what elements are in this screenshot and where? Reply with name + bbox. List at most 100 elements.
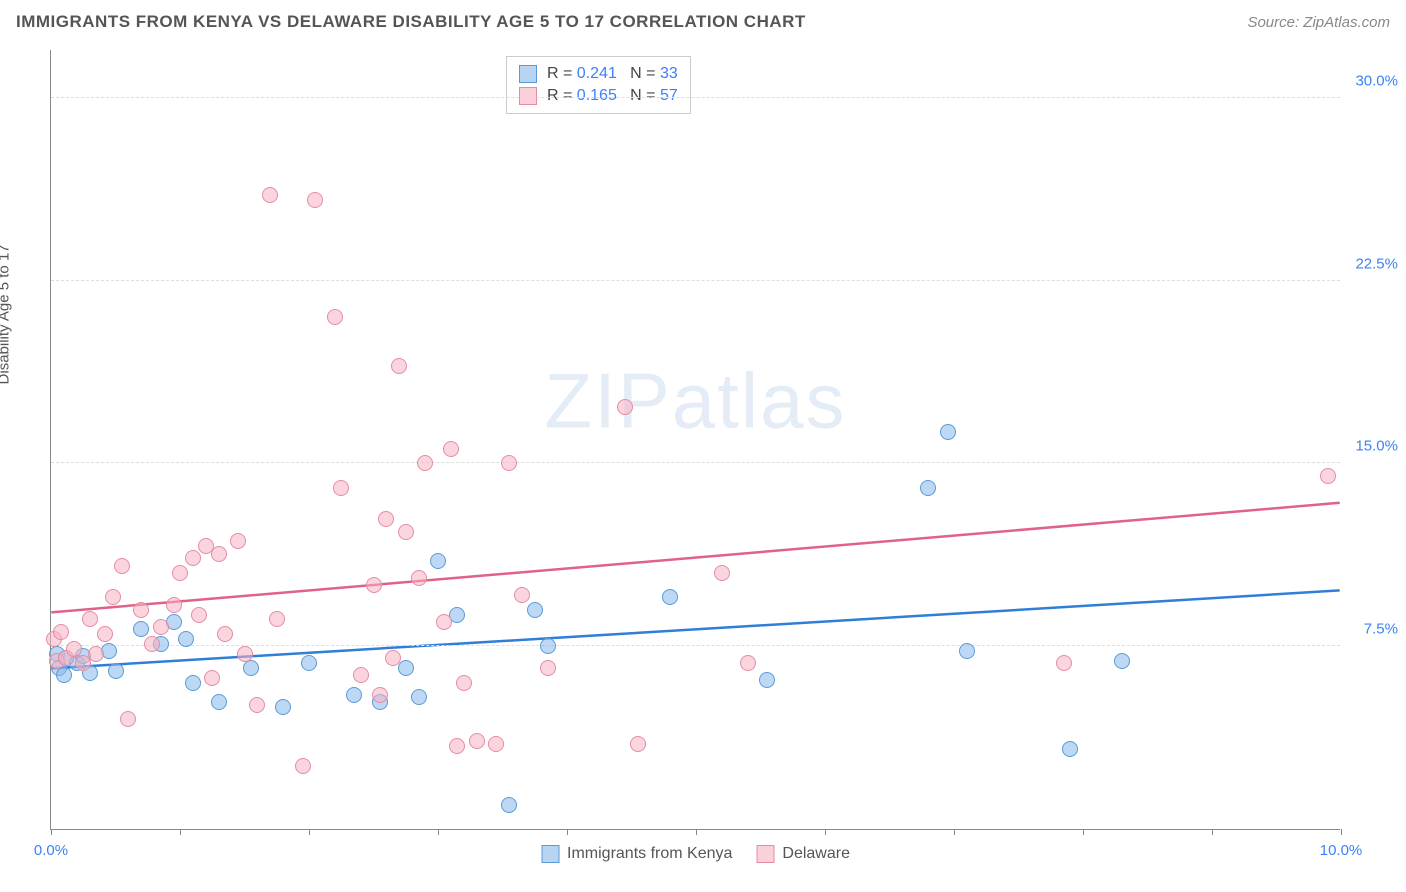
data-point [166, 597, 182, 613]
data-point [501, 797, 517, 813]
data-point [243, 660, 259, 676]
y-axis-label: Disability Age 5 to 17 [0, 244, 13, 384]
xtick-mark [1083, 829, 1084, 835]
data-point [662, 589, 678, 605]
data-point [540, 660, 556, 676]
r-value-kenya: 0.241 [577, 65, 617, 82]
data-point [940, 424, 956, 440]
xtick-mark [180, 829, 181, 835]
data-point [366, 577, 382, 593]
chart-title: IMMIGRANTS FROM KENYA VS DELAWARE DISABI… [16, 12, 806, 32]
data-point [385, 650, 401, 666]
data-point [488, 736, 504, 752]
watermark-thin: atlas [672, 356, 847, 444]
data-point [105, 589, 121, 605]
data-point [391, 358, 407, 374]
n-value-kenya: 33 [660, 65, 678, 82]
legend-stats-row-kenya: R = 0.241 N = 33 [519, 63, 678, 85]
data-point [333, 480, 349, 496]
watermark-bold: ZIP [544, 356, 671, 444]
data-point [88, 646, 104, 662]
data-point [82, 611, 98, 627]
data-point [430, 553, 446, 569]
data-point [230, 533, 246, 549]
plot-area: ZIPatlas R = 0.241 N = 33 R = 0.165 N = … [50, 50, 1340, 830]
legend-label-kenya: Immigrants from Kenya [567, 845, 732, 863]
xtick-mark [1341, 829, 1342, 835]
watermark: ZIPatlas [544, 355, 846, 446]
data-point [959, 643, 975, 659]
data-point [346, 687, 362, 703]
legend-stats: R = 0.241 N = 33 R = 0.165 N = 57 [506, 56, 691, 114]
data-point [249, 697, 265, 713]
source-label: Source: ZipAtlas.com [1247, 14, 1390, 31]
xtick-mark [567, 829, 568, 835]
data-point [617, 399, 633, 415]
data-point [411, 570, 427, 586]
legend-series: Immigrants from Kenya Delaware [541, 845, 850, 863]
xtick-label: 10.0% [1320, 842, 1363, 859]
xtick-mark [1212, 829, 1213, 835]
legend-item-delaware: Delaware [756, 845, 850, 863]
data-point [327, 309, 343, 325]
r-value-delaware: 0.165 [577, 87, 617, 104]
xtick-mark [825, 829, 826, 835]
stat-label: R = 0.241 N = 33 [547, 65, 678, 83]
data-point [456, 675, 472, 691]
chart-header: IMMIGRANTS FROM KENYA VS DELAWARE DISABI… [16, 12, 1390, 32]
data-point [56, 667, 72, 683]
data-point [262, 187, 278, 203]
data-point [53, 624, 69, 640]
data-point [269, 611, 285, 627]
data-point [1114, 653, 1130, 669]
data-point [191, 607, 207, 623]
data-point [353, 667, 369, 683]
trend-line [51, 503, 1339, 613]
data-point [185, 550, 201, 566]
swatch-blue [519, 65, 537, 83]
data-point [449, 738, 465, 754]
data-point [144, 636, 160, 652]
data-point [66, 641, 82, 657]
data-point [108, 663, 124, 679]
data-point [133, 621, 149, 637]
data-point [153, 619, 169, 635]
ytick-label: 22.5% [1355, 255, 1398, 272]
ytick-label: 30.0% [1355, 72, 1398, 89]
data-point [1320, 468, 1336, 484]
data-point [527, 602, 543, 618]
data-point [501, 455, 517, 471]
data-point [185, 675, 201, 691]
data-point [1056, 655, 1072, 671]
data-point [378, 511, 394, 527]
data-point [411, 689, 427, 705]
data-point [275, 699, 291, 715]
data-point [714, 565, 730, 581]
data-point [630, 736, 646, 752]
data-point [436, 614, 452, 630]
data-point [217, 626, 233, 642]
data-point [178, 631, 194, 647]
data-point [211, 694, 227, 710]
gridline [51, 462, 1340, 463]
data-point [120, 711, 136, 727]
ytick-label: 7.5% [1364, 621, 1398, 638]
data-point [417, 455, 433, 471]
data-point [295, 758, 311, 774]
data-point [398, 524, 414, 540]
xtick-label: 0.0% [34, 842, 68, 859]
data-point [172, 565, 188, 581]
data-point [540, 638, 556, 654]
data-point [469, 733, 485, 749]
xtick-mark [954, 829, 955, 835]
data-point [211, 546, 227, 562]
data-point [759, 672, 775, 688]
swatch-blue-icon [541, 845, 559, 863]
trend-lines-svg [51, 50, 1340, 829]
n-value-delaware: 57 [660, 87, 678, 104]
data-point [372, 687, 388, 703]
gridline [51, 280, 1340, 281]
data-point [398, 660, 414, 676]
legend-label-delaware: Delaware [782, 845, 850, 863]
xtick-mark [438, 829, 439, 835]
